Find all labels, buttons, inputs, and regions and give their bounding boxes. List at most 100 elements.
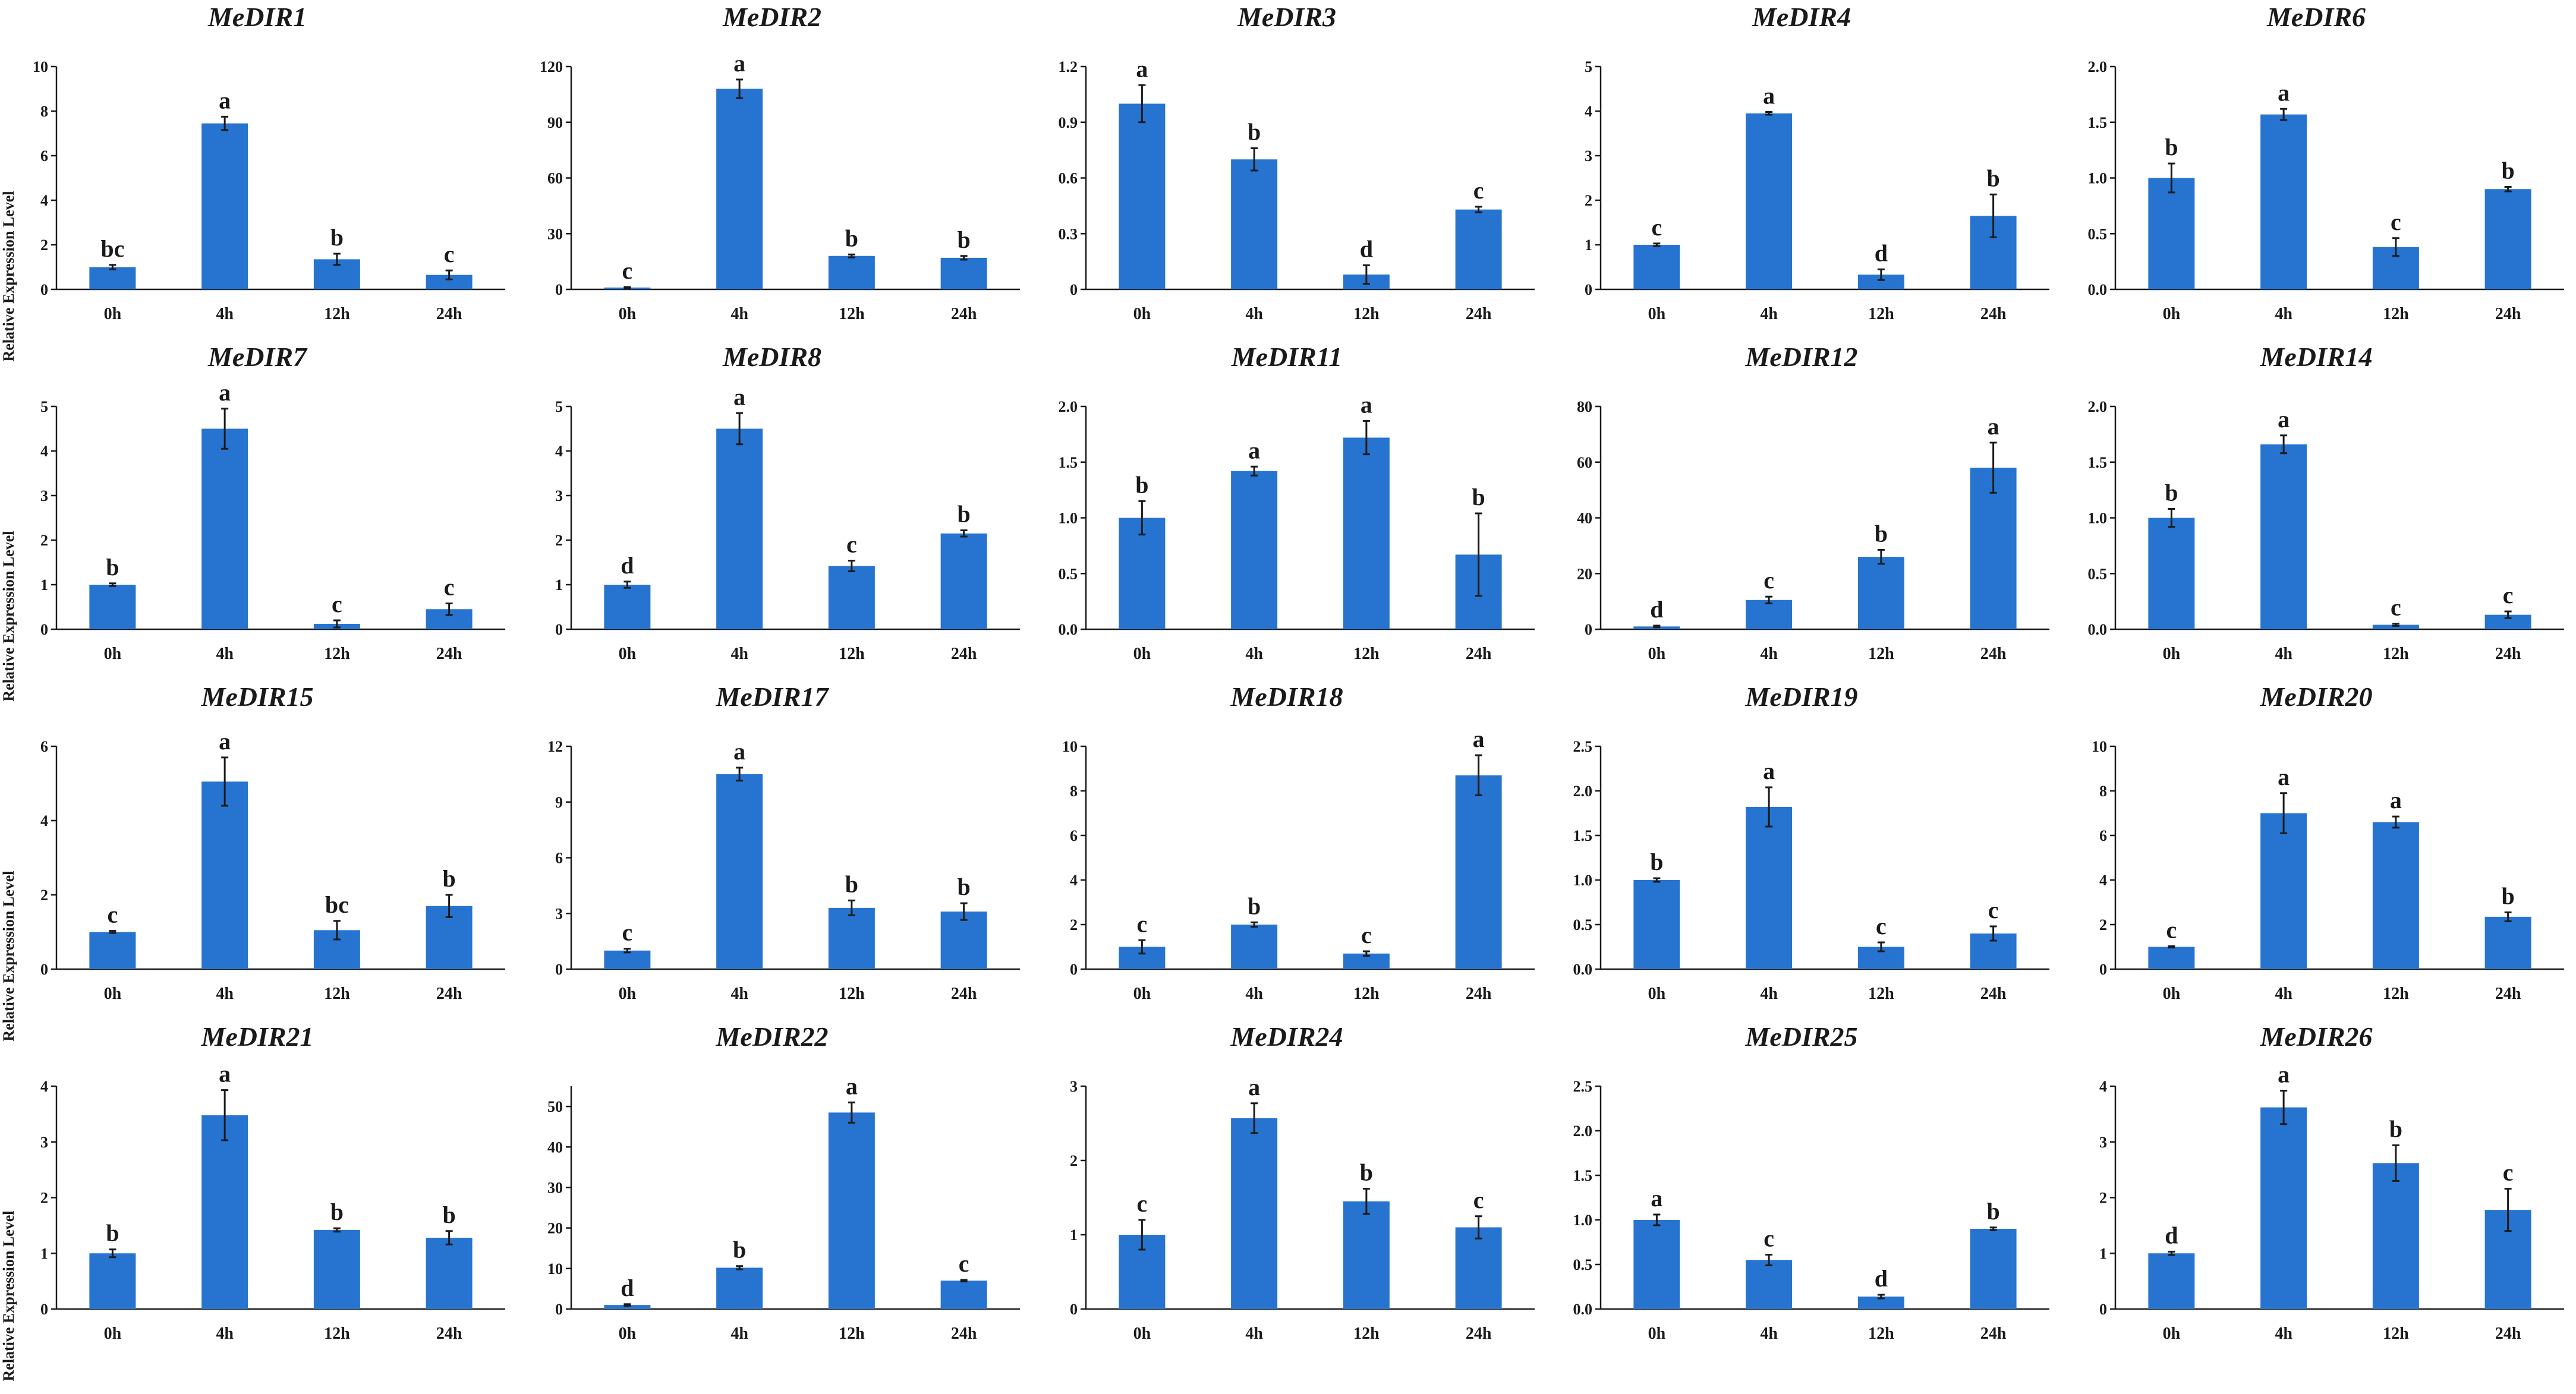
significance-letter: b xyxy=(330,224,344,251)
significance-letter: a xyxy=(733,50,745,77)
y-tick-label: 4 xyxy=(555,443,563,460)
y-tick-label: 30 xyxy=(547,225,563,242)
y-tick-label: 10 xyxy=(547,1260,563,1278)
y-tick-label: 1 xyxy=(1585,236,1592,254)
significance-letter: b xyxy=(1135,471,1148,498)
chart-panel-MeDIR14: MeDIR14 0.0 0.5 1.0 1.5 2.0 b 0h a 4h c 12h c 24h xyxy=(2059,340,2574,680)
error-bar-12h xyxy=(1362,1188,1370,1215)
bar-0h xyxy=(1119,103,1166,289)
bar-chart: 0 10 20 30 40 50 d 0h b 4h a 12h c 24h xyxy=(547,1073,1020,1343)
x-tick-label: 4h xyxy=(1760,305,1778,323)
significance-letter: a xyxy=(219,379,231,406)
y-tick-label: 0 xyxy=(555,621,563,638)
bar-4h xyxy=(2260,1107,2307,1309)
chart-panel-MeDIR17: MeDIR17 0 3 6 9 12 c 0h a 4h b 12h b 24h xyxy=(515,680,1029,1020)
y-tick-label: 2 xyxy=(1585,192,1592,209)
significance-letter: c xyxy=(444,574,455,601)
chart-panel-MeDIR20: MeDIR20 0 2 4 6 8 10 c 0h a 4h a 12h b 24h xyxy=(2059,680,2574,1020)
significance-letter: a xyxy=(219,728,231,755)
y-tick-label: 2 xyxy=(555,532,563,549)
bar-24h xyxy=(940,533,987,629)
x-tick-label: 0h xyxy=(1133,985,1151,1003)
y-tick-label: 8 xyxy=(1070,783,1078,800)
bar-4h xyxy=(2260,114,2307,289)
x-tick-label: 12h xyxy=(839,1324,865,1343)
error-bar-24h xyxy=(1989,925,1997,942)
y-tick-label: 2.0 xyxy=(1573,1122,1593,1140)
x-tick-label: 24h xyxy=(436,1324,462,1343)
significance-letter: a xyxy=(2278,764,2290,790)
x-tick-label: 24h xyxy=(436,645,462,663)
significance-letter: c xyxy=(1136,1190,1147,1217)
error-bar-12h xyxy=(333,619,341,629)
y-tick-label: 0 xyxy=(1070,281,1078,298)
error-bar-0h xyxy=(109,264,116,270)
significance-letter: a xyxy=(1988,413,1999,440)
y-tick-label: 3 xyxy=(40,1134,48,1151)
bar-chart: 0 2 4 6 8 10 bc 0h a 4h b 12h c 24h xyxy=(33,58,505,323)
bar-12h xyxy=(828,256,875,289)
error-bar-0h xyxy=(2168,162,2175,194)
error-bar-0h xyxy=(1138,84,1146,124)
significance-letter: c xyxy=(1361,922,1372,948)
bar-chart: 0 1 2 3 4 d 0h a 4h b 12h c 24h xyxy=(2099,1061,2564,1343)
error-bar-24h xyxy=(960,902,968,921)
x-tick-label: 0h xyxy=(104,1324,122,1343)
y-tick-label: 0 xyxy=(40,961,48,978)
significance-letter: b xyxy=(443,1201,456,1228)
chart-title: MeDIR26 xyxy=(2260,1021,2373,1052)
bar-4h xyxy=(716,1267,763,1309)
x-tick-label: 0h xyxy=(104,985,122,1003)
significance-letter: b xyxy=(1360,1159,1373,1186)
significance-letter: b xyxy=(1987,1198,2000,1225)
error-bar-12h xyxy=(2392,237,2399,257)
error-bar-24h xyxy=(1475,754,1482,796)
bar-0h xyxy=(604,585,651,629)
y-tick-label: 1.2 xyxy=(1059,58,1078,75)
bar-12h xyxy=(828,907,875,969)
bar-12h xyxy=(2372,625,2419,629)
error-bar-24h xyxy=(960,255,968,261)
y-tick-label: 0.5 xyxy=(1573,1256,1593,1273)
y-tick-label: 3 xyxy=(1070,1078,1078,1095)
x-tick-label: 4h xyxy=(216,645,234,663)
bar-4h xyxy=(1746,113,1793,289)
y-tick-label: 0.0 xyxy=(1059,621,1078,638)
chart-panel-MeDIR2: MeDIR2 0 30 60 90 120 c 0h a 4h b 12h b 24h xyxy=(515,0,1029,340)
bar-0h xyxy=(89,267,136,289)
error-bar-4h xyxy=(2280,792,2288,834)
bar-4h xyxy=(201,428,248,629)
x-tick-label: 4h xyxy=(730,305,748,323)
y-tick-label: 9 xyxy=(555,794,563,811)
y-tick-label: 0.6 xyxy=(1059,170,1078,187)
error-bar-4h xyxy=(221,408,229,450)
y-tick-label: 1.0 xyxy=(1573,872,1593,889)
y-tick-label: 60 xyxy=(547,170,563,187)
chart-title: MeDIR12 xyxy=(1745,342,1858,372)
significance-letter: a xyxy=(1651,1185,1662,1212)
error-bar-24h xyxy=(1989,193,1997,238)
significance-letter: d xyxy=(1360,235,1373,262)
bar-4h xyxy=(1231,471,1278,629)
y-tick-label: 2.0 xyxy=(1059,398,1078,415)
bar-24h xyxy=(940,257,987,289)
x-tick-label: 4h xyxy=(216,985,234,1003)
y-tick-label: 3 xyxy=(555,487,563,504)
x-tick-label: 24h xyxy=(951,985,977,1003)
bar-24h xyxy=(1970,468,2017,629)
error-bar-4h xyxy=(2280,1090,2288,1125)
bar-chart: 0 1 2 3 4 5 d 0h a 4h c 12h b 24h xyxy=(555,383,1020,663)
error-bar-24h xyxy=(2504,186,2512,193)
significance-letter: d xyxy=(1875,1265,1888,1292)
error-bar-24h xyxy=(960,1279,968,1283)
y-tick-label: 0 xyxy=(555,1301,563,1318)
bar-24h xyxy=(2484,189,2531,289)
y-tick-label: 20 xyxy=(1577,565,1592,582)
significance-letter: b xyxy=(443,865,456,892)
significance-letter: c xyxy=(1988,897,1999,923)
x-tick-label: 24h xyxy=(951,1324,977,1343)
x-tick-label: 24h xyxy=(1980,1324,2007,1343)
y-tick-label: 0 xyxy=(555,281,563,298)
chart-panel-MeDIR3: MeDIR3 0 0.3 0.6 0.9 1.2 a 0h b 4h d 12h c 24h xyxy=(1029,0,1544,340)
x-tick-label: 12h xyxy=(1353,645,1380,663)
